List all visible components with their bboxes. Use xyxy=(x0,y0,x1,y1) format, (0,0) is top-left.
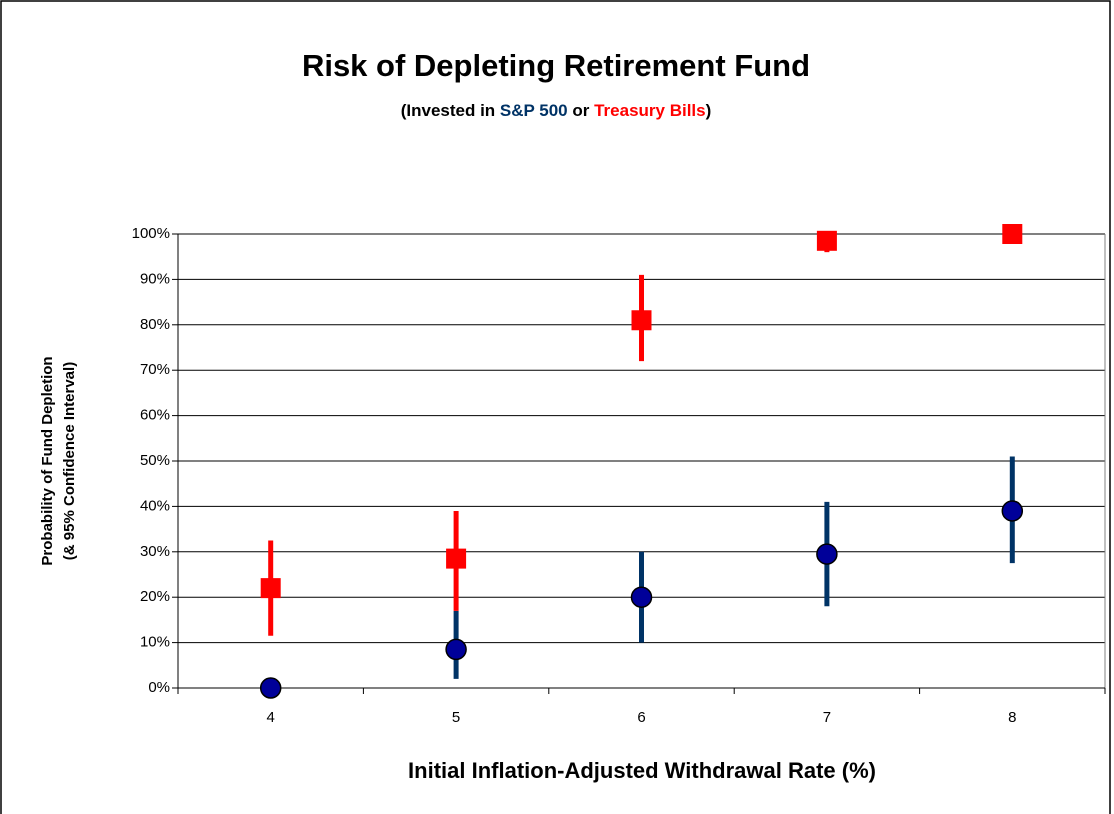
x-tick-label: 8 xyxy=(1008,709,1016,726)
marker xyxy=(630,586,653,608)
y-tick-label: 100% xyxy=(132,225,170,242)
subtitle-text: ) xyxy=(706,101,712,120)
marker xyxy=(446,548,467,569)
y-tick-label: 80% xyxy=(140,316,170,333)
x-tick-label: 7 xyxy=(823,709,831,726)
marker xyxy=(260,578,281,599)
y-tick-label: 50% xyxy=(140,452,170,469)
marker xyxy=(1001,500,1024,522)
x-axis-label: Initial Inflation-Adjusted Withdrawal Ra… xyxy=(408,758,876,783)
marker xyxy=(259,677,282,699)
y-tick-label: 70% xyxy=(140,361,170,378)
y-tick-label: 40% xyxy=(140,497,170,514)
y-axis-label: Probability of Fund Depletion xyxy=(39,356,56,565)
legend-entry: Treasury Bills xyxy=(594,101,706,120)
legend-entry: S&P 500 xyxy=(500,101,568,120)
x-tick-label: 6 xyxy=(637,709,645,726)
y-tick-label: 20% xyxy=(140,588,170,605)
x-tick-label: 5 xyxy=(452,709,460,726)
y-tick-label: 0% xyxy=(148,679,170,696)
subtitle-text: or xyxy=(568,101,594,120)
subtitle-text: (Invested in xyxy=(401,101,500,120)
marker xyxy=(631,310,652,331)
marker xyxy=(445,638,467,661)
marker xyxy=(816,230,837,251)
y-tick-label: 10% xyxy=(140,634,170,651)
y-axis-label: (& 95% Confidence Interval) xyxy=(61,362,78,560)
chart-subtitle: (Invested in S&P 500 or Treasury Bills) xyxy=(401,101,712,120)
marker xyxy=(1002,224,1023,244)
y-tick-label: 90% xyxy=(140,270,170,287)
y-tick-label: 30% xyxy=(140,543,170,560)
marker xyxy=(816,543,838,565)
chart-title: Risk of Depleting Retirement Fund xyxy=(302,48,810,83)
x-tick-label: 4 xyxy=(267,709,275,726)
y-tick-label: 60% xyxy=(140,407,170,424)
